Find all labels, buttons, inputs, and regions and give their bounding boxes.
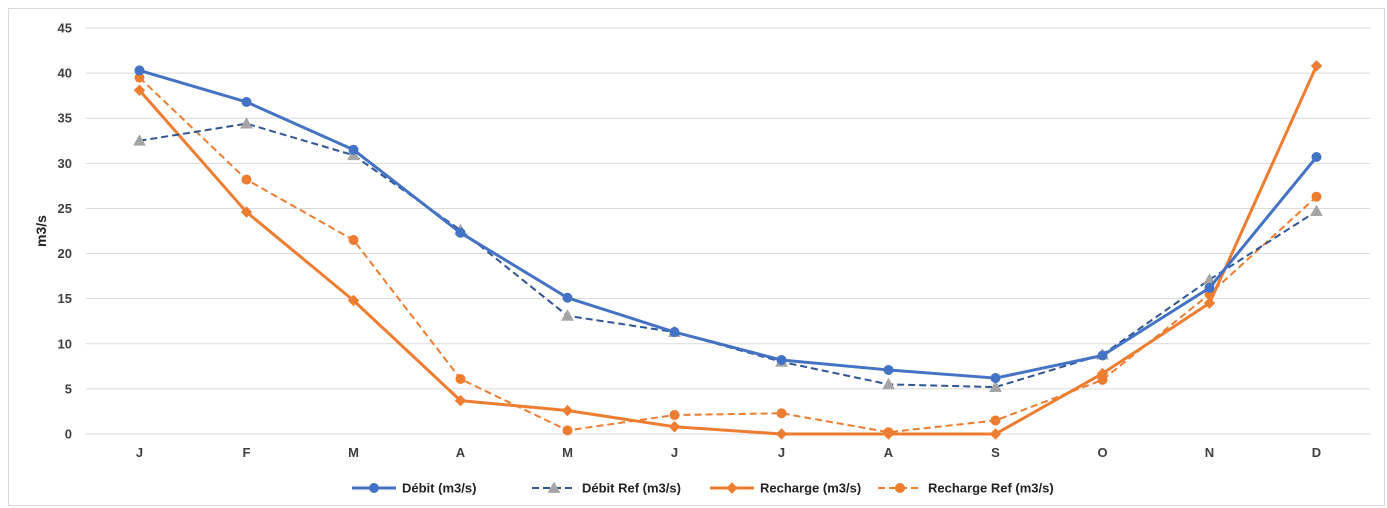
legend-marker — [547, 481, 561, 493]
data-point — [455, 227, 466, 238]
x-tick-label: N — [1205, 445, 1214, 460]
legend-label: Recharge Ref (m3/s) — [928, 481, 1054, 496]
data-point — [1203, 297, 1216, 309]
data-point — [668, 421, 681, 433]
x-tick-label: F — [243, 445, 251, 460]
series-3 — [134, 72, 1322, 438]
y-axis-label: m3/s — [33, 215, 49, 247]
data-point — [1311, 191, 1322, 202]
legend-marker — [369, 483, 379, 493]
series-line — [138, 65, 1318, 436]
legend-label: Débit Ref (m3/s) — [582, 481, 681, 496]
series-line — [138, 76, 1318, 434]
data-point — [348, 235, 359, 246]
series-0 — [134, 65, 1322, 384]
data-point — [348, 144, 359, 155]
x-tick-label: J — [671, 445, 678, 460]
data-point — [347, 294, 360, 307]
legend-marker — [726, 482, 738, 494]
data-point — [454, 394, 467, 407]
data-point — [1096, 367, 1109, 380]
data-point — [561, 404, 574, 417]
x-tick-label: A — [884, 445, 894, 460]
data-point — [776, 408, 787, 419]
data-point — [240, 117, 253, 129]
x-tick-label: J — [778, 445, 785, 460]
legend-item: Recharge (m3/s) — [710, 481, 861, 496]
data-point — [669, 327, 680, 338]
y-tick-label: 35 — [58, 111, 72, 126]
legend: Débit (m3/s) Débit Ref (m3/s) Recharge (m3… — [352, 481, 1054, 496]
data-point — [562, 425, 573, 436]
legend-item: Recharge Ref (m3/s) — [878, 481, 1054, 496]
data-point — [241, 96, 252, 107]
data-point — [776, 355, 787, 366]
x-tick-label: S — [991, 445, 1000, 460]
x-tick-label: M — [348, 445, 359, 460]
data-point — [240, 206, 253, 218]
y-tick-label: 5 — [65, 381, 72, 396]
data-point — [1311, 152, 1322, 163]
y-tick-label: 15 — [58, 291, 72, 306]
data-point — [882, 428, 895, 440]
y-tick-label: 20 — [58, 246, 72, 261]
data-point — [241, 174, 252, 185]
series-1 — [133, 117, 1323, 392]
x-tick-label: D — [1312, 445, 1321, 460]
y-tick-label: 30 — [58, 156, 72, 171]
data-point — [134, 65, 145, 76]
y-tick-label: 40 — [58, 66, 72, 81]
y-tick-label: 45 — [58, 21, 72, 36]
data-point — [775, 428, 788, 440]
y-tick-label: 25 — [58, 201, 72, 216]
data-point — [989, 428, 1002, 440]
data-point — [669, 410, 680, 421]
data-point — [989, 380, 1002, 392]
data-point — [562, 292, 573, 303]
data-point — [1097, 350, 1108, 361]
x-tick-label: M — [562, 445, 573, 460]
data-point — [882, 377, 895, 390]
data-point — [133, 134, 146, 146]
chart-frame — [8, 8, 1385, 506]
y-tick-label: 0 — [65, 427, 72, 442]
gridlines — [86, 27, 1370, 435]
series-2 — [133, 60, 1323, 440]
data-point — [1310, 204, 1323, 217]
legend-label: Débit (m3/s) — [402, 481, 476, 496]
data-point — [561, 309, 574, 321]
data-point — [883, 364, 894, 375]
data-point — [990, 373, 1001, 384]
data-point — [133, 84, 146, 96]
legend-marker — [895, 483, 905, 493]
data-point — [1204, 282, 1215, 293]
legend-item: Débit Ref (m3/s) — [532, 481, 681, 496]
data-point — [455, 373, 466, 384]
legend-label: Recharge (m3/s) — [760, 481, 861, 496]
data-point — [990, 415, 1001, 426]
data-point — [1310, 60, 1323, 72]
legend-item: Débit (m3/s) — [352, 481, 476, 496]
x-tick-label: O — [1097, 445, 1107, 460]
x-tick-label: J — [136, 445, 143, 460]
x-tick-label: A — [456, 445, 466, 460]
y-tick-label: 10 — [58, 336, 72, 351]
series-line — [139, 68, 1318, 380]
